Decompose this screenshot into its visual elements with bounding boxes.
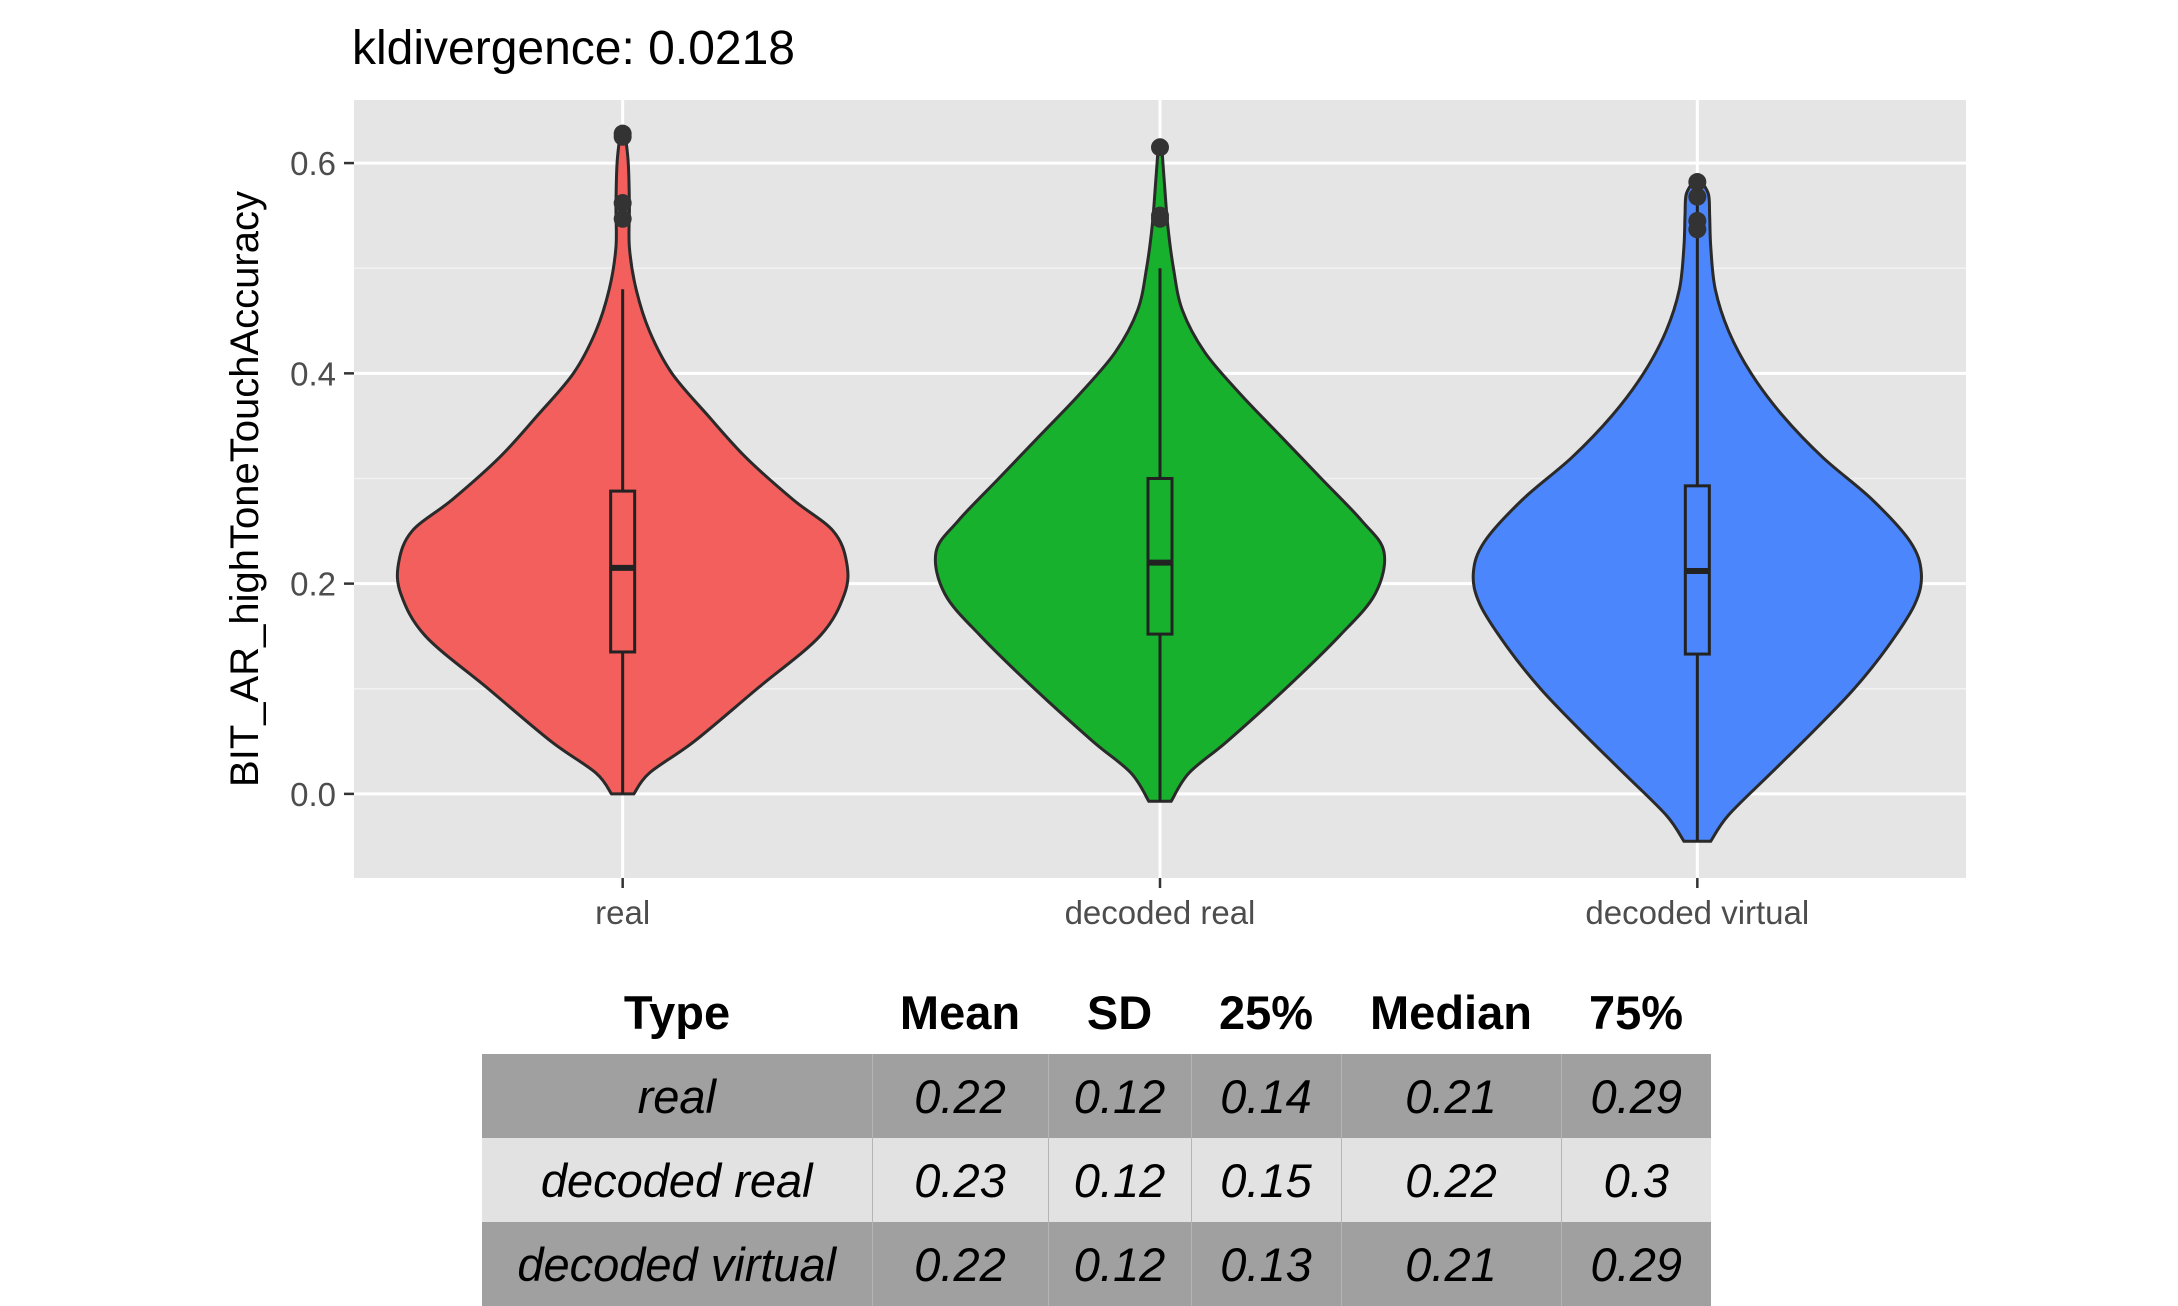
- cell-median: 0.21: [1340, 1222, 1561, 1306]
- y-axis-label: BIT_AR_highToneTouchAccuracy: [223, 191, 267, 787]
- cell-mean: 0.22: [871, 1222, 1048, 1306]
- table-header-row: Type Mean SD 25% Median 75%: [482, 970, 1711, 1054]
- header-type: Type: [482, 970, 872, 1054]
- header-75: 75%: [1561, 970, 1711, 1054]
- cell-25: 0.14: [1190, 1054, 1341, 1138]
- violins: [395, 124, 1923, 843]
- cell-25: 0.13: [1190, 1222, 1341, 1306]
- y-tick-label: 0.2: [290, 566, 336, 603]
- cell-25: 0.15: [1190, 1138, 1341, 1222]
- cell-sd: 0.12: [1047, 1222, 1191, 1306]
- cell-75: 0.29: [1560, 1222, 1711, 1306]
- chart-title: kldivergence: 0.0218: [352, 22, 795, 75]
- cell-type: real: [482, 1054, 872, 1138]
- header-sd: SD: [1048, 970, 1191, 1054]
- y-tick-label: 0.6: [290, 145, 336, 182]
- cell-median: 0.22: [1340, 1138, 1561, 1222]
- cell-sd: 0.12: [1047, 1138, 1191, 1222]
- y-tick-label: 0.0: [290, 776, 336, 813]
- outlier-point: [1688, 187, 1707, 206]
- outlier-point: [1151, 209, 1169, 228]
- x-tick-label: real: [595, 894, 650, 931]
- table-row: decoded real 0.23 0.12 0.15 0.22 0.3: [482, 1138, 1711, 1222]
- outlier-point: [613, 127, 632, 146]
- outlier-point: [1688, 220, 1707, 239]
- y-tick-label: 0.4: [290, 355, 336, 392]
- header-25: 25%: [1191, 970, 1341, 1054]
- table-row: decoded virtual 0.22 0.12 0.13 0.21 0.29: [482, 1222, 1711, 1306]
- header-median: Median: [1341, 970, 1561, 1054]
- cell-mean: 0.23: [871, 1138, 1048, 1222]
- axes: 0.0 0.2 0.4 0.6 real decoded real decoded virt…: [290, 145, 1809, 931]
- box: [1146, 476, 1174, 636]
- cell-type: decoded virtual: [482, 1222, 872, 1306]
- cell-75: 0.3: [1560, 1138, 1711, 1222]
- x-tick-label: decoded real: [1065, 894, 1256, 931]
- cell-type: decoded real: [482, 1138, 872, 1222]
- summary-table: Type Mean SD 25% Median 75% real 0.22 0.…: [482, 970, 1711, 1306]
- outlier-point: [1688, 173, 1707, 192]
- x-tick-label: decoded virtual: [1585, 894, 1809, 931]
- header-mean: Mean: [872, 970, 1048, 1054]
- cell-75: 0.29: [1560, 1054, 1711, 1138]
- outlier-point: [613, 194, 632, 213]
- cell-mean: 0.22: [871, 1054, 1048, 1138]
- outlier-point: [613, 209, 632, 228]
- table-row: real 0.22 0.12 0.14 0.21 0.29: [482, 1054, 1711, 1138]
- cell-sd: 0.12: [1047, 1054, 1191, 1138]
- cell-median: 0.21: [1340, 1054, 1561, 1138]
- outlier-point: [1151, 138, 1169, 157]
- box: [609, 489, 637, 654]
